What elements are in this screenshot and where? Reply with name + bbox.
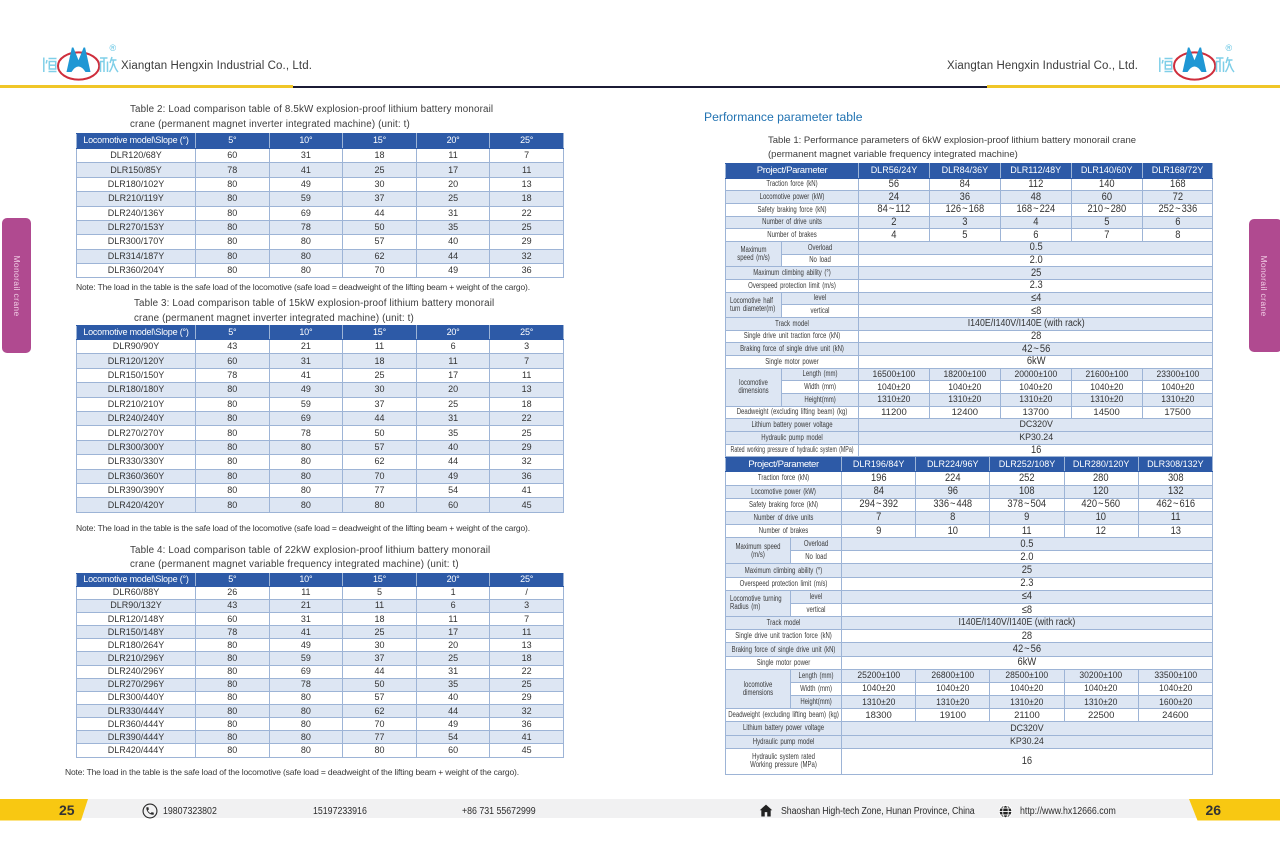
svg-text:®: ® — [110, 43, 117, 53]
svg-text:®: ® — [1226, 43, 1233, 53]
